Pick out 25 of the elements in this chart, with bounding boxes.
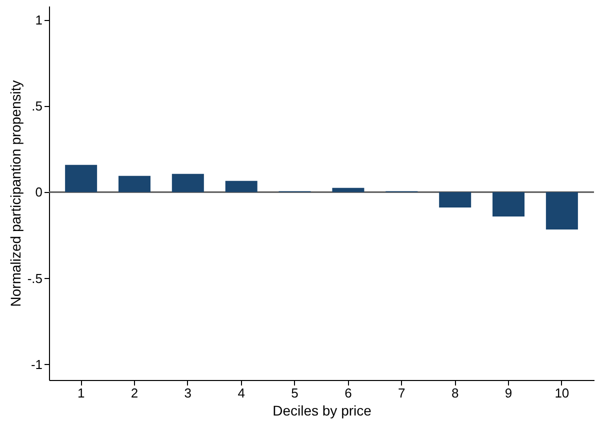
y-tick-label: 0 bbox=[35, 184, 42, 200]
x-tick-label: 9 bbox=[504, 386, 512, 400]
x-tick-label: 5 bbox=[291, 386, 298, 400]
x-axis-title: Deciles by price bbox=[272, 402, 372, 418]
x-tick-label: 10 bbox=[554, 386, 570, 400]
bar bbox=[332, 188, 364, 192]
bar bbox=[546, 192, 578, 230]
bar bbox=[65, 164, 98, 192]
bar bbox=[172, 174, 204, 192]
y-axis-title: Normalized participantion propensity bbox=[7, 80, 24, 307]
x-tick-label: 7 bbox=[398, 386, 406, 400]
bar bbox=[118, 176, 150, 192]
bar bbox=[492, 192, 525, 216]
x-tick-label: 6 bbox=[344, 386, 352, 400]
y-tick-label: -1 bbox=[30, 356, 42, 372]
y-tick-label: .5 bbox=[32, 98, 42, 114]
bar bbox=[225, 180, 258, 192]
x-tick-label: 2 bbox=[130, 386, 138, 400]
x-tick-label: 3 bbox=[184, 386, 192, 400]
x-tick-label: 8 bbox=[451, 386, 459, 400]
y-tick-label: -.5 bbox=[27, 270, 42, 286]
bar bbox=[439, 192, 472, 208]
x-tick-label: 1 bbox=[77, 386, 85, 400]
y-tick-label: 1 bbox=[35, 12, 42, 28]
x-tick-label: 4 bbox=[238, 386, 245, 400]
